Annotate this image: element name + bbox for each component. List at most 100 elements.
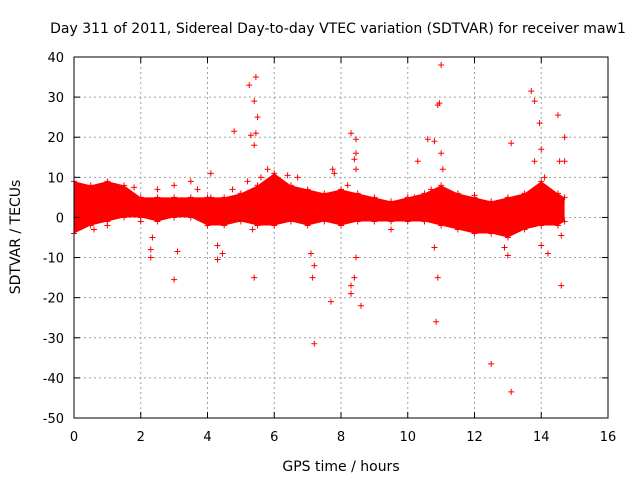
- x-tick-label: 12: [466, 430, 483, 445]
- band-edge-point: [388, 218, 395, 225]
- band-edge-point: [121, 214, 128, 221]
- band-edge-point: [438, 182, 445, 189]
- data-point: [311, 262, 318, 269]
- x-tick-label: 16: [600, 430, 617, 445]
- band-edge-point: [338, 186, 344, 193]
- data-point: [149, 234, 156, 241]
- x-tick-label: 10: [399, 430, 416, 445]
- data-point: [251, 274, 258, 281]
- band-edge-point: [554, 190, 561, 197]
- data-point: [538, 242, 545, 249]
- data-point: [388, 226, 395, 233]
- x-tick-label: 14: [533, 430, 550, 445]
- data-point: [147, 246, 154, 253]
- band-edge-point: [287, 182, 294, 189]
- x-tick-label: 2: [137, 430, 145, 445]
- band-edge-point: [221, 194, 228, 201]
- data-point: [431, 138, 438, 145]
- data-point: [436, 100, 443, 107]
- data-point: [433, 318, 440, 325]
- data-point: [187, 178, 194, 185]
- data-point: [229, 186, 236, 193]
- data-point: [174, 198, 181, 205]
- data-point: [528, 88, 535, 95]
- x-tick-label: 6: [270, 430, 278, 445]
- data-point: [344, 182, 351, 189]
- band-edge-point: [237, 190, 244, 197]
- data-point: [257, 174, 264, 181]
- data-point: [348, 290, 355, 297]
- data-point: [531, 158, 538, 165]
- y-tick-label: 0: [56, 211, 64, 226]
- band-edge-point: [338, 222, 344, 229]
- data-point: [488, 360, 495, 367]
- y-tick-label: 40: [47, 51, 64, 66]
- x-tick-labels: 0 2 4 6 8 10 12 14 16: [70, 430, 616, 445]
- band-edge-point: [321, 190, 328, 197]
- data-point: [207, 194, 214, 201]
- data-point: [81, 188, 88, 195]
- data-point: [353, 136, 360, 143]
- data-point: [508, 388, 515, 395]
- band-edge-point: [287, 218, 294, 225]
- band-edge-point: [521, 190, 528, 197]
- band-edge-point: [404, 218, 411, 225]
- data-point: [244, 178, 251, 185]
- data-point: [556, 158, 563, 165]
- band-edge-point: [454, 190, 461, 197]
- band-edge-point: [421, 190, 428, 197]
- data-point: [531, 98, 538, 105]
- data-point: [309, 274, 316, 281]
- data-point: [294, 174, 301, 181]
- band-edge-point: [521, 226, 528, 233]
- data-point: [544, 250, 551, 257]
- data-point: [171, 182, 178, 189]
- dense-band-area: [74, 173, 565, 238]
- data-point: [264, 166, 271, 173]
- y-tick-labels: 40 30 20 10 0 -10 -20 -30 -40 -50: [43, 51, 64, 427]
- data-point: [137, 218, 144, 225]
- band-edge-point: [254, 182, 261, 189]
- data-point: [329, 166, 336, 173]
- data-point: [327, 298, 334, 305]
- band-edge-point: [371, 218, 378, 225]
- band-edge-point: [171, 194, 178, 201]
- band-edge-point: [221, 222, 228, 229]
- data-points: [81, 62, 568, 395]
- chart-title: Day 311 of 2011, Sidereal Day-to-day VTE…: [50, 21, 626, 37]
- data-point: [353, 166, 360, 173]
- data-point: [428, 186, 435, 193]
- data-point: [561, 158, 568, 165]
- x-tick-label: 0: [70, 430, 78, 445]
- data-point: [351, 156, 358, 163]
- data-point: [231, 128, 238, 135]
- data-point: [358, 302, 365, 309]
- data-point: [307, 250, 314, 257]
- data-point: [348, 282, 355, 289]
- band-edge-point: [404, 194, 411, 201]
- data-point: [411, 194, 418, 201]
- data-point: [252, 130, 259, 137]
- data-point: [174, 248, 181, 255]
- band-edge-point: [87, 182, 94, 189]
- x-axis-label: GPS time / hours: [282, 459, 399, 475]
- band-edge-point: [104, 178, 111, 185]
- data-point: [558, 282, 565, 289]
- data-point: [438, 150, 445, 157]
- data-point: [219, 250, 226, 257]
- band-edge-point: [388, 198, 395, 205]
- band-edge-point: [354, 190, 361, 197]
- axis-ticks: [73, 56, 609, 419]
- band-edge-point: [187, 194, 194, 201]
- y-tick-label: -20: [43, 292, 64, 307]
- data-point: [251, 98, 258, 105]
- band-edge-point: [87, 222, 94, 229]
- data-point: [558, 232, 565, 239]
- y-tick-label: 10: [47, 171, 64, 186]
- band-edge-point: [438, 222, 445, 229]
- data-point: [538, 146, 545, 153]
- data-point: [451, 220, 458, 227]
- band-edge-point: [271, 222, 278, 229]
- y-tick-label: -30: [43, 332, 64, 347]
